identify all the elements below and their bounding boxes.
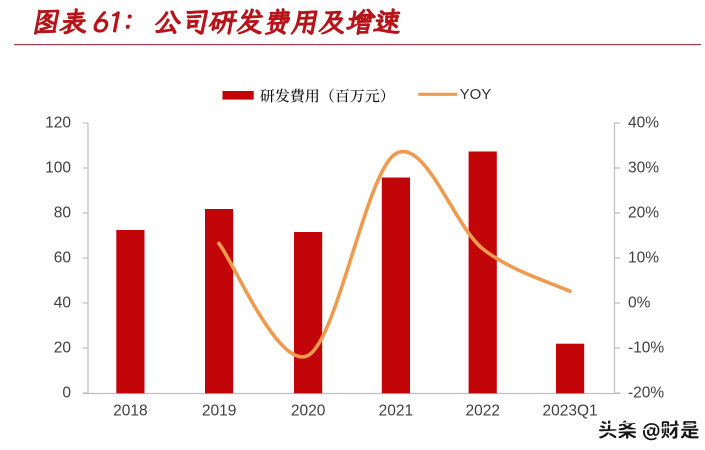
svg-text:0: 0 xyxy=(62,385,71,402)
svg-text:2020: 2020 xyxy=(291,403,326,420)
svg-text:100: 100 xyxy=(45,160,71,177)
svg-text:-20%: -20% xyxy=(628,385,664,402)
svg-text:80: 80 xyxy=(54,205,72,222)
svg-text:2022: 2022 xyxy=(465,403,499,420)
svg-text:-10%: -10% xyxy=(628,340,664,357)
svg-text:40: 40 xyxy=(54,295,72,312)
svg-text:20%: 20% xyxy=(628,205,659,222)
svg-text:40%: 40% xyxy=(628,115,659,132)
svg-text:2019: 2019 xyxy=(202,403,236,420)
svg-text:10%: 10% xyxy=(628,250,659,267)
svg-text:YOY: YOY xyxy=(460,86,492,103)
svg-text:60: 60 xyxy=(54,250,72,267)
svg-text:20: 20 xyxy=(54,340,72,357)
svg-text:2018: 2018 xyxy=(113,403,147,420)
svg-text:2021: 2021 xyxy=(379,403,413,420)
svg-text:0%: 0% xyxy=(628,295,651,312)
svg-text:120: 120 xyxy=(45,115,71,132)
svg-text:30%: 30% xyxy=(628,160,659,177)
svg-text:2023Q1: 2023Q1 xyxy=(543,403,598,420)
